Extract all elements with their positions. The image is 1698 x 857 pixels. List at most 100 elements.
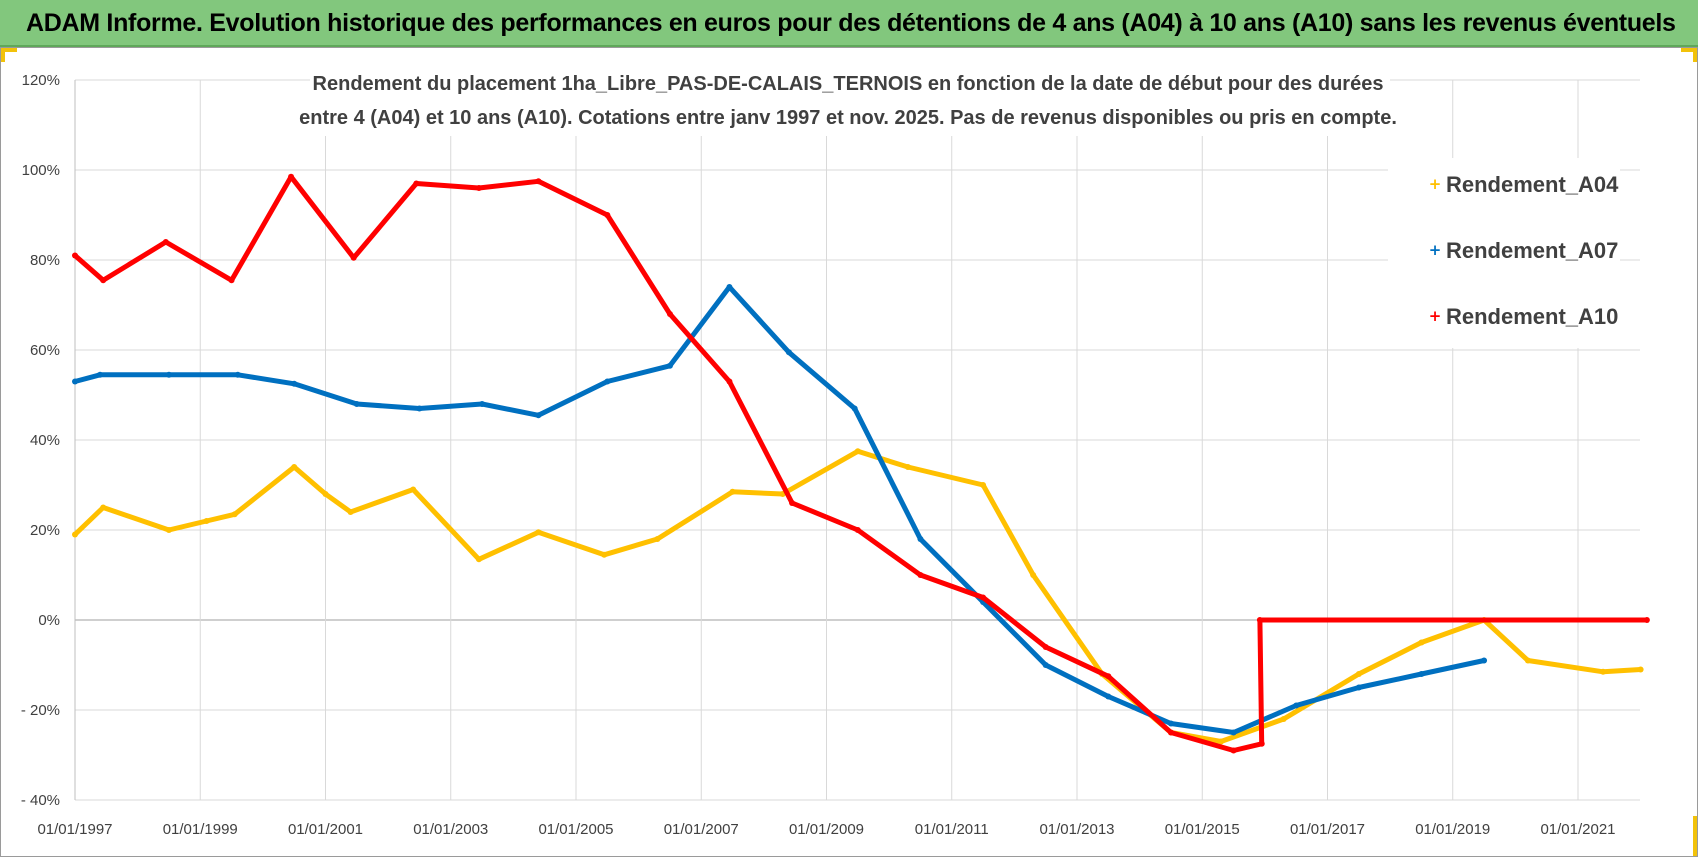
legend-entry-label: Rendement_A07 bbox=[1446, 238, 1618, 263]
data-point-rendement-a07 bbox=[1042, 662, 1049, 668]
data-point-rendement-a07 bbox=[1355, 684, 1362, 691]
data-point-rendement-a10 bbox=[1643, 617, 1650, 623]
data-point-rendement-a10 bbox=[1042, 644, 1049, 650]
chart-title-line-2: entre 4 (A04) et 10 ans (A10). Cotations… bbox=[299, 107, 1397, 129]
data-point-rendement-a04 bbox=[347, 509, 354, 515]
x-tick-label: 01/01/2017 bbox=[1290, 821, 1365, 838]
data-point-rendement-a07 bbox=[1418, 671, 1425, 677]
x-tick-label: 01/01/2015 bbox=[1165, 821, 1240, 838]
data-point-rendement-a10 bbox=[980, 594, 987, 601]
data-point-rendement-a04 bbox=[729, 488, 736, 495]
data-point-rendement-a04 bbox=[854, 448, 861, 455]
legend-marker-icon: + bbox=[1429, 175, 1442, 193]
data-point-rendement-a07 bbox=[291, 380, 298, 387]
x-tick-label: 01/01/2013 bbox=[1039, 821, 1114, 838]
corner-accent-top-right bbox=[1681, 48, 1697, 52]
y-tick-label: 0% bbox=[38, 612, 60, 629]
data-point-rendement-a04 bbox=[231, 511, 238, 518]
x-tick-label: 01/01/2019 bbox=[1415, 821, 1490, 838]
data-point-rendement-a10 bbox=[1105, 673, 1112, 680]
x-tick-label: 01/01/2011 bbox=[915, 821, 989, 838]
x-tick-label: 01/01/2021 bbox=[1540, 821, 1615, 838]
data-point-rendement-a07 bbox=[535, 412, 542, 419]
data-point-rendement-a10 bbox=[413, 180, 420, 187]
y-tick-label: 120% bbox=[22, 72, 60, 89]
y-tick-label: 60% bbox=[30, 342, 60, 359]
data-point-rendement-a07 bbox=[1167, 720, 1174, 727]
data-point-rendement-a10 bbox=[1258, 740, 1265, 747]
data-point-rendement-a07 bbox=[785, 349, 792, 356]
data-point-rendement-a10 bbox=[917, 572, 924, 578]
data-point-rendement-a10 bbox=[100, 277, 107, 284]
legend-background bbox=[1388, 158, 1620, 348]
x-tick-label: 01/01/1997 bbox=[37, 821, 112, 838]
data-point-rendement-a10 bbox=[604, 212, 611, 218]
corner-accent-bottom-right bbox=[1693, 816, 1697, 856]
corner-accent-top-left bbox=[1, 48, 17, 52]
data-point-rendement-a04 bbox=[535, 529, 542, 536]
data-point-rendement-a04 bbox=[1218, 738, 1225, 745]
data-point-rendement-a04 bbox=[654, 536, 661, 542]
data-point-rendement-a04 bbox=[904, 464, 911, 470]
data-point-rendement-a04 bbox=[475, 556, 482, 563]
data-point-rendement-a10 bbox=[1256, 617, 1263, 623]
data-point-rendement-a07 bbox=[917, 536, 924, 542]
banner-title: ADAM Informe. Evolution historique des p… bbox=[26, 9, 1676, 37]
data-point-rendement-a04 bbox=[980, 482, 987, 488]
data-point-rendement-a04 bbox=[203, 518, 210, 524]
legend-entry-label: Rendement_A04 bbox=[1446, 172, 1619, 197]
data-point-rendement-a04 bbox=[1418, 639, 1425, 646]
data-point-rendement-a07 bbox=[1481, 657, 1488, 664]
y-tick-label: 100% bbox=[22, 162, 60, 179]
header-banner: ADAM Informe. Evolution historique des p… bbox=[0, 0, 1698, 47]
data-point-rendement-a04 bbox=[322, 491, 329, 497]
legend-marker-icon: + bbox=[1429, 307, 1442, 325]
x-tick-label: 01/01/2007 bbox=[664, 821, 739, 838]
data-point-rendement-a10 bbox=[475, 185, 482, 191]
data-point-rendement-a10 bbox=[726, 378, 733, 385]
data-point-rendement-a07 bbox=[72, 378, 78, 385]
x-tick-label: 01/01/2009 bbox=[789, 821, 864, 838]
data-point-rendement-a04 bbox=[1524, 657, 1531, 664]
y-tick-label: 80% bbox=[30, 252, 60, 269]
series-line-rendement-a07 bbox=[72, 284, 1487, 735]
series-line-rendement-a04 bbox=[72, 448, 1644, 744]
data-point-rendement-a07 bbox=[1105, 693, 1112, 700]
data-point-rendement-a07 bbox=[1293, 702, 1300, 709]
data-point-rendement-a07 bbox=[726, 284, 733, 290]
chart-title-line-1: Rendement du placement 1ha_Libre_PAS-DE-… bbox=[313, 73, 1384, 95]
corner-accent-top-left-v bbox=[1, 48, 5, 62]
data-point-rendement-a10 bbox=[1230, 747, 1237, 754]
data-point-rendement-a07 bbox=[666, 362, 673, 369]
data-point-rendement-a04 bbox=[100, 504, 107, 511]
data-point-rendement-a07 bbox=[165, 371, 172, 378]
x-tick-label: 01/01/2001 bbox=[288, 821, 363, 838]
corner-accent-top-right-v bbox=[1693, 48, 1697, 62]
data-point-rendement-a04 bbox=[1030, 572, 1037, 578]
data-point-rendement-a04 bbox=[1600, 668, 1607, 675]
chart-title-background bbox=[310, 62, 1390, 136]
data-point-rendement-a10 bbox=[228, 277, 235, 284]
data-point-rendement-a10 bbox=[789, 500, 796, 506]
data-point-rendement-a10 bbox=[162, 239, 169, 245]
data-point-rendement-a07 bbox=[97, 371, 104, 378]
data-point-rendement-a10 bbox=[1167, 729, 1174, 736]
data-point-rendement-a07 bbox=[1230, 729, 1237, 736]
data-point-rendement-a04 bbox=[410, 486, 417, 493]
data-point-rendement-a07 bbox=[416, 405, 423, 412]
data-point-rendement-a10 bbox=[288, 173, 295, 180]
data-point-rendement-a04 bbox=[72, 531, 78, 538]
data-point-rendement-a10 bbox=[854, 527, 861, 533]
data-point-rendement-a04 bbox=[601, 551, 608, 558]
data-point-rendement-a07 bbox=[851, 405, 858, 412]
data-point-rendement-a04 bbox=[291, 464, 298, 470]
data-point-rendement-a04 bbox=[1355, 671, 1362, 677]
legend-entry-label: Rendement_A10 bbox=[1446, 304, 1618, 329]
data-point-rendement-a07 bbox=[479, 401, 486, 407]
data-point-rendement-a10 bbox=[535, 178, 542, 185]
y-tick-label: 20% bbox=[30, 522, 60, 539]
y-tick-label: - 20% bbox=[21, 702, 60, 719]
data-point-rendement-a10 bbox=[72, 252, 78, 259]
data-point-rendement-a10 bbox=[350, 254, 357, 261]
